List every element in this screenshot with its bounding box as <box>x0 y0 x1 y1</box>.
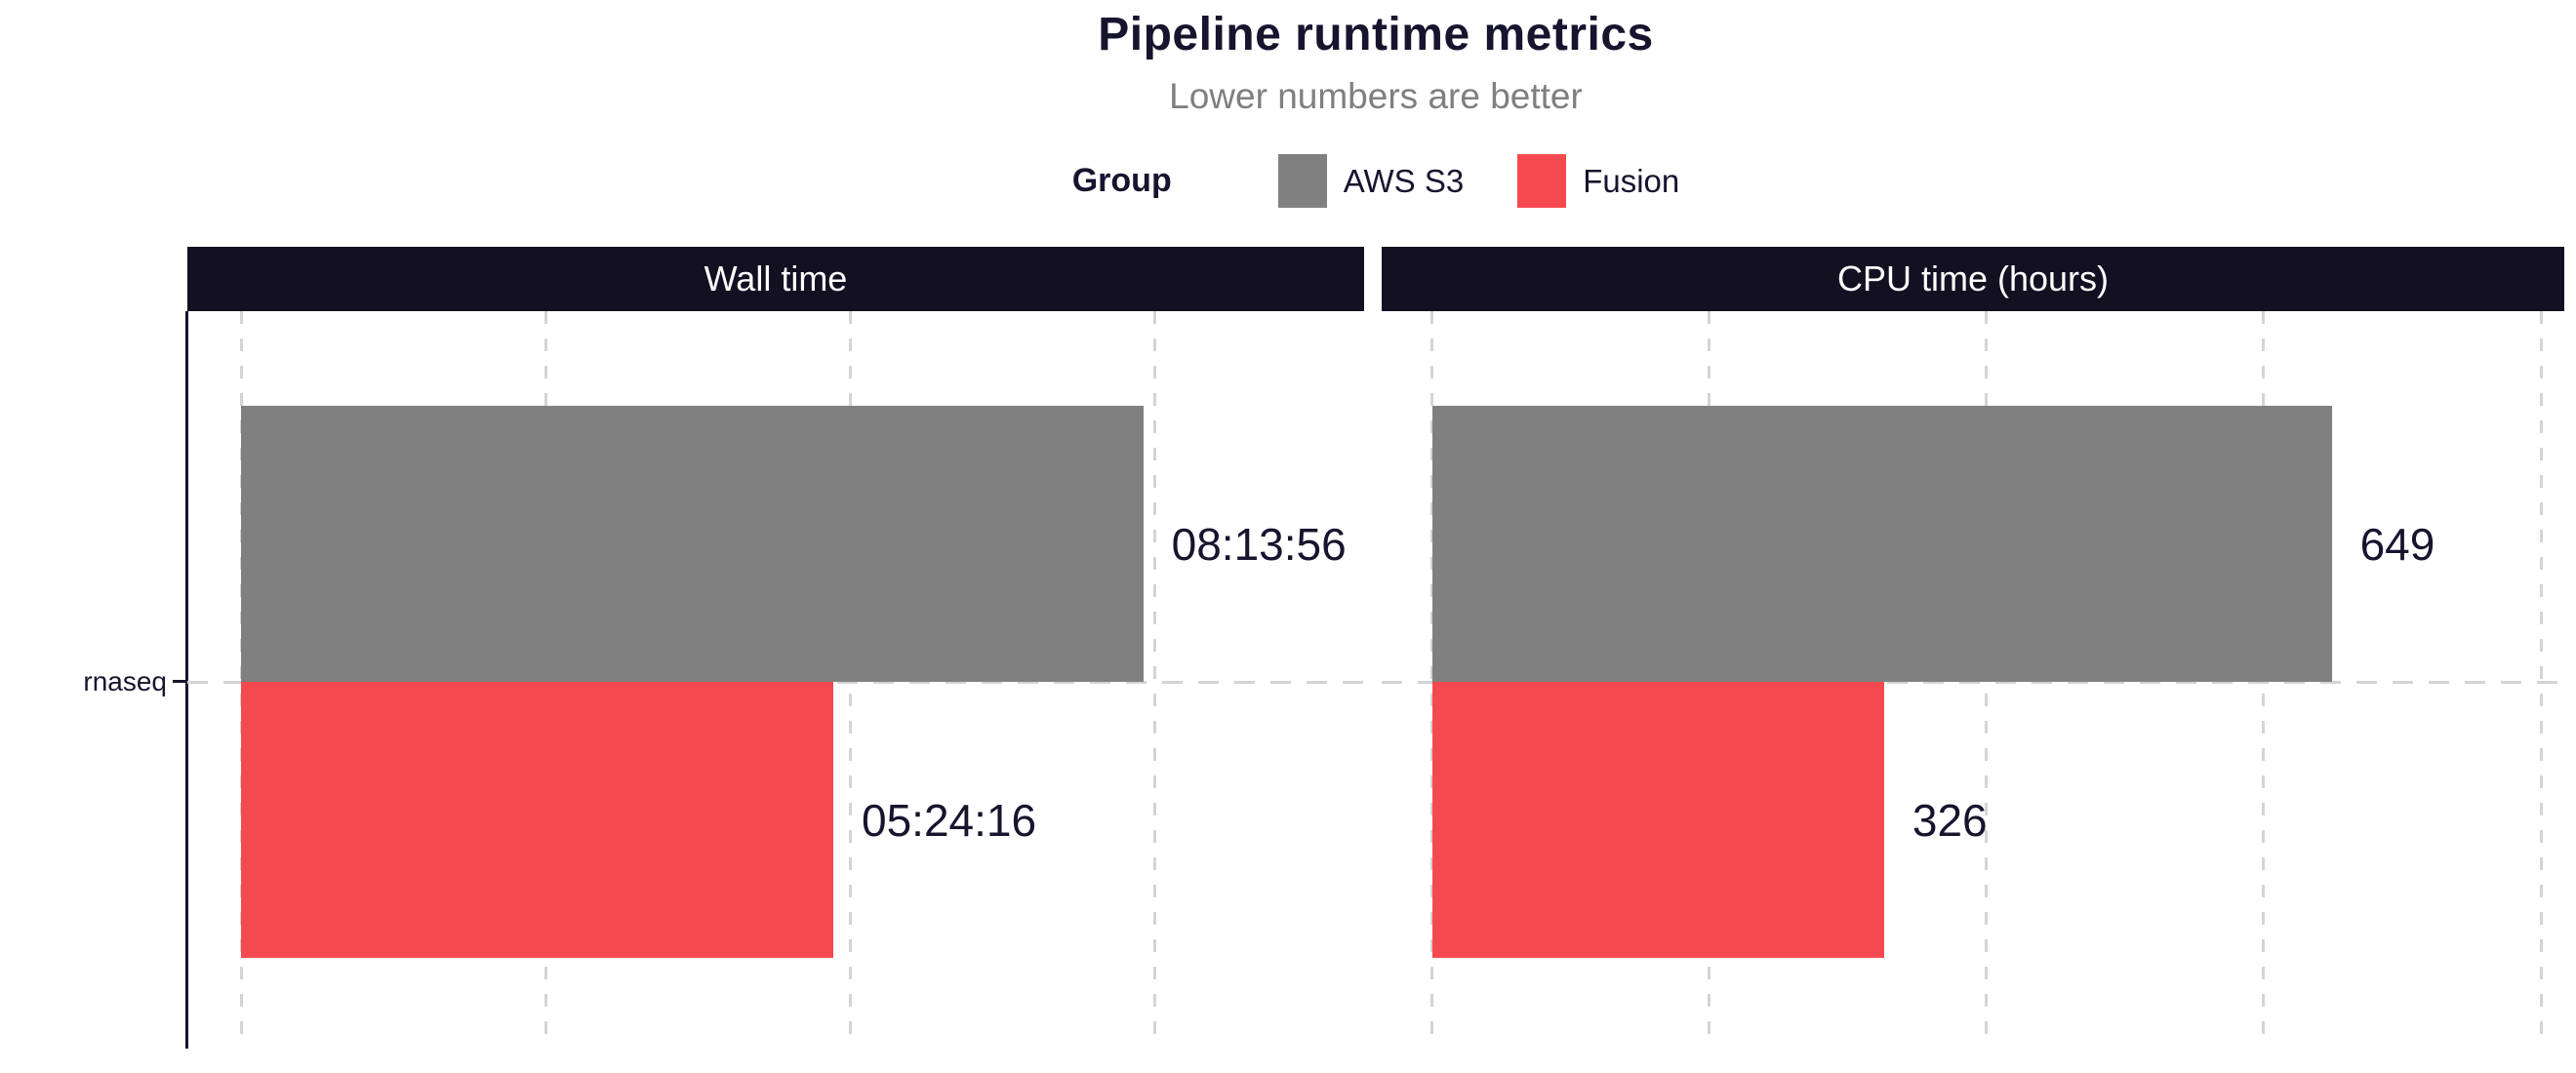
bar-cpu-time-fusion <box>1431 682 1884 958</box>
plot-area: Wall time 08:13:56 05:24:16 CPU time (ho… <box>187 247 2564 1049</box>
y-axis-tick-label-rnaseq: rnaseq <box>83 666 167 696</box>
x-gridline <box>1152 311 1156 1049</box>
legend-label-fusion: Fusion <box>1583 162 1680 199</box>
panel-body-wall-time: 08:13:56 05:24:16 <box>187 311 1364 1049</box>
facet-panel-cpu-time: CPU time (hours) 649 326 <box>1382 247 2564 1049</box>
legend-label-aws-s3: AWS S3 <box>1343 162 1465 199</box>
legend-item-aws-s3: AWS S3 <box>1277 154 1465 208</box>
bar-cpu-time-aws-s3 <box>1431 406 2332 682</box>
bar-wall-time-aws-s3 <box>241 406 1144 682</box>
bar-value-label: 05:24:16 <box>862 795 1037 846</box>
panel-body-cpu-time: 649 326 <box>1382 311 2564 1049</box>
x-gridline <box>2539 311 2543 1049</box>
bar-value-label: 08:13:56 <box>1171 519 1347 570</box>
facet-strip-label: CPU time (hours) <box>1836 258 2110 298</box>
facet-strip-wall-time: Wall time <box>187 247 1364 311</box>
facet-panel-wall-time: Wall time 08:13:56 05:24:16 <box>187 247 1364 1049</box>
y-axis-line <box>185 311 188 1049</box>
y-axis-tick-mark <box>173 680 186 683</box>
bar-value-label: 326 <box>1912 795 1988 846</box>
bar-wall-time-fusion <box>241 682 834 958</box>
chart-title: Pipeline runtime metrics <box>1098 9 1654 60</box>
facet-strip-cpu-time: CPU time (hours) <box>1382 247 2564 311</box>
legend: Group AWS S3 Fusion <box>187 154 2564 208</box>
bar-value-label: 649 <box>2359 519 2435 570</box>
category-center-gridline <box>1382 681 2564 684</box>
facet-strip-label: Wall time <box>704 258 848 298</box>
legend-title: Group <box>1071 162 1172 199</box>
legend-swatch-fusion <box>1517 154 1567 208</box>
legend-item-fusion: Fusion <box>1517 154 1679 208</box>
legend-swatch-aws-s3 <box>1277 154 1327 208</box>
chart-subtitle: Lower numbers are better <box>1169 76 1583 116</box>
